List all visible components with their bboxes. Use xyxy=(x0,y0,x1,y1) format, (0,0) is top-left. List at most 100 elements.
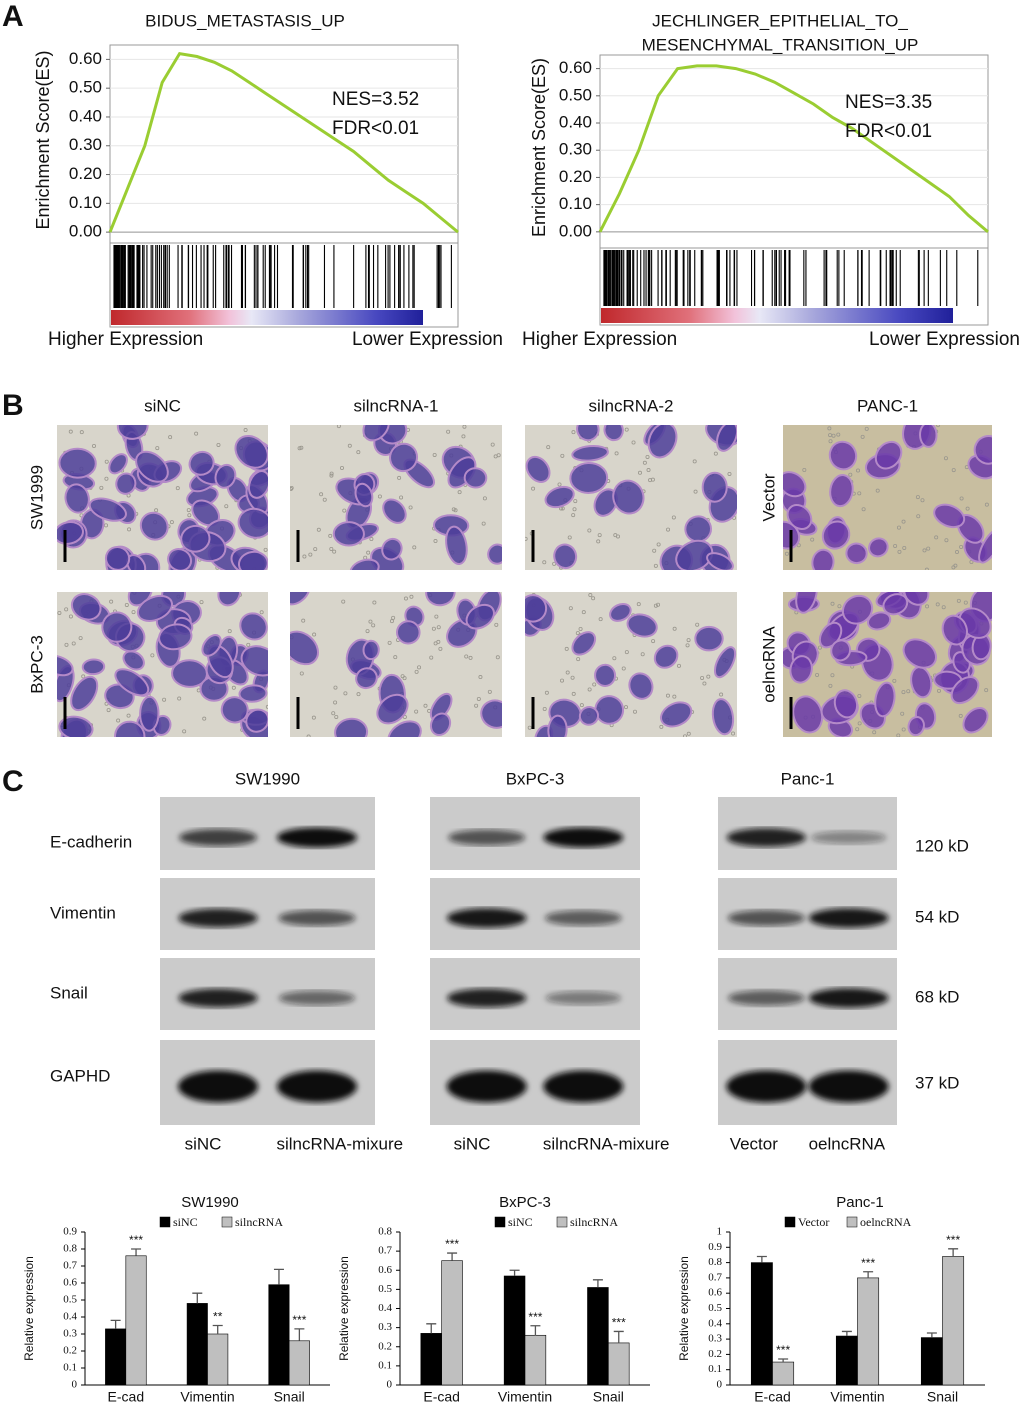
pore xyxy=(965,506,970,511)
cell xyxy=(786,504,813,530)
pore xyxy=(693,489,698,494)
pore xyxy=(414,709,419,714)
cell xyxy=(389,442,419,473)
pore xyxy=(934,535,939,540)
cell xyxy=(603,425,624,442)
bar xyxy=(608,1342,630,1386)
blot-band xyxy=(278,990,356,1006)
cell xyxy=(58,447,97,479)
plot-frame xyxy=(599,54,989,326)
cell xyxy=(245,708,268,733)
pore xyxy=(565,670,570,675)
error-bar xyxy=(509,1269,520,1276)
x-tick-label: E-cad xyxy=(108,1389,145,1405)
pore xyxy=(306,734,311,737)
cell xyxy=(116,425,149,440)
pore xyxy=(299,445,304,450)
significance: *** xyxy=(528,1310,542,1324)
cell xyxy=(104,545,131,570)
lane-label: silncRNA-mixure xyxy=(543,1134,670,1153)
cell xyxy=(866,611,892,631)
cell xyxy=(609,603,632,622)
cell xyxy=(973,435,992,465)
pore xyxy=(334,714,339,719)
pore xyxy=(637,470,642,475)
cell xyxy=(465,603,495,630)
cell xyxy=(612,479,645,515)
y-tick-label: 0.9 xyxy=(63,1226,77,1238)
pore xyxy=(916,514,921,519)
y-tick-label: 0.2 xyxy=(63,1345,77,1357)
y-tick-label: 0.4 xyxy=(708,1317,722,1329)
annotation: FDR<0.01 xyxy=(332,118,419,139)
pore xyxy=(624,427,629,432)
pore xyxy=(645,454,650,459)
cell xyxy=(382,498,407,524)
micrograph xyxy=(525,592,737,737)
cell xyxy=(425,592,456,607)
cell xyxy=(240,645,268,677)
significance: ** xyxy=(213,1310,223,1324)
y-tick-label: 0.1 xyxy=(63,1362,77,1374)
pore xyxy=(495,655,500,660)
pore xyxy=(57,610,62,615)
x-tick-label: Snail xyxy=(274,1389,305,1405)
y-tick-label: 0.40 xyxy=(69,106,102,125)
pore xyxy=(572,507,577,512)
pore xyxy=(695,622,700,627)
pore xyxy=(612,656,617,661)
column-label: silncRNA-2 xyxy=(588,396,673,415)
pore xyxy=(414,669,419,674)
pore xyxy=(369,537,374,542)
axis-end-label: Lower Expression xyxy=(352,329,503,350)
pore xyxy=(356,450,361,455)
pore xyxy=(672,694,677,699)
es-curve xyxy=(108,51,459,234)
cell xyxy=(395,620,421,645)
cell xyxy=(571,631,597,656)
pore xyxy=(897,549,902,554)
pore xyxy=(417,665,422,670)
cell xyxy=(238,684,268,703)
chart-title: BIDUS_METASTASIS_UP xyxy=(145,11,345,30)
cell xyxy=(594,695,625,725)
pore xyxy=(560,678,565,683)
blot-band xyxy=(811,831,887,844)
y-tick-label: 0.5 xyxy=(378,1283,392,1295)
lane-label: siNC xyxy=(454,1134,491,1153)
pore xyxy=(731,731,736,736)
y-tick-label: 0.5 xyxy=(63,1294,77,1306)
blot-band xyxy=(543,827,624,848)
pore xyxy=(316,527,321,532)
blot-band xyxy=(726,1070,807,1103)
pore xyxy=(568,606,573,611)
pore xyxy=(922,548,927,553)
row-label: oelncRNA xyxy=(759,626,778,703)
cell xyxy=(694,625,724,652)
pore xyxy=(828,683,833,688)
cell xyxy=(544,485,575,509)
y-tick-label: 0.20 xyxy=(69,164,102,183)
pore xyxy=(438,646,443,651)
pore xyxy=(104,459,109,464)
error-bar xyxy=(426,1323,437,1334)
pore xyxy=(64,642,69,647)
cell xyxy=(701,471,728,503)
y-tick-label: 0.50 xyxy=(559,85,592,104)
pore xyxy=(494,622,499,627)
pore xyxy=(926,546,931,551)
rank-gradient xyxy=(601,308,953,323)
pore xyxy=(126,713,131,718)
pore xyxy=(308,552,313,557)
pore xyxy=(333,700,338,705)
cell xyxy=(234,434,268,469)
pore xyxy=(672,626,677,631)
pore xyxy=(676,663,681,668)
cell xyxy=(101,611,133,643)
cell xyxy=(429,712,452,736)
micrograph xyxy=(783,425,992,570)
pore xyxy=(391,615,396,620)
micrograph xyxy=(290,592,502,737)
pore xyxy=(943,456,948,461)
pore xyxy=(319,492,324,497)
